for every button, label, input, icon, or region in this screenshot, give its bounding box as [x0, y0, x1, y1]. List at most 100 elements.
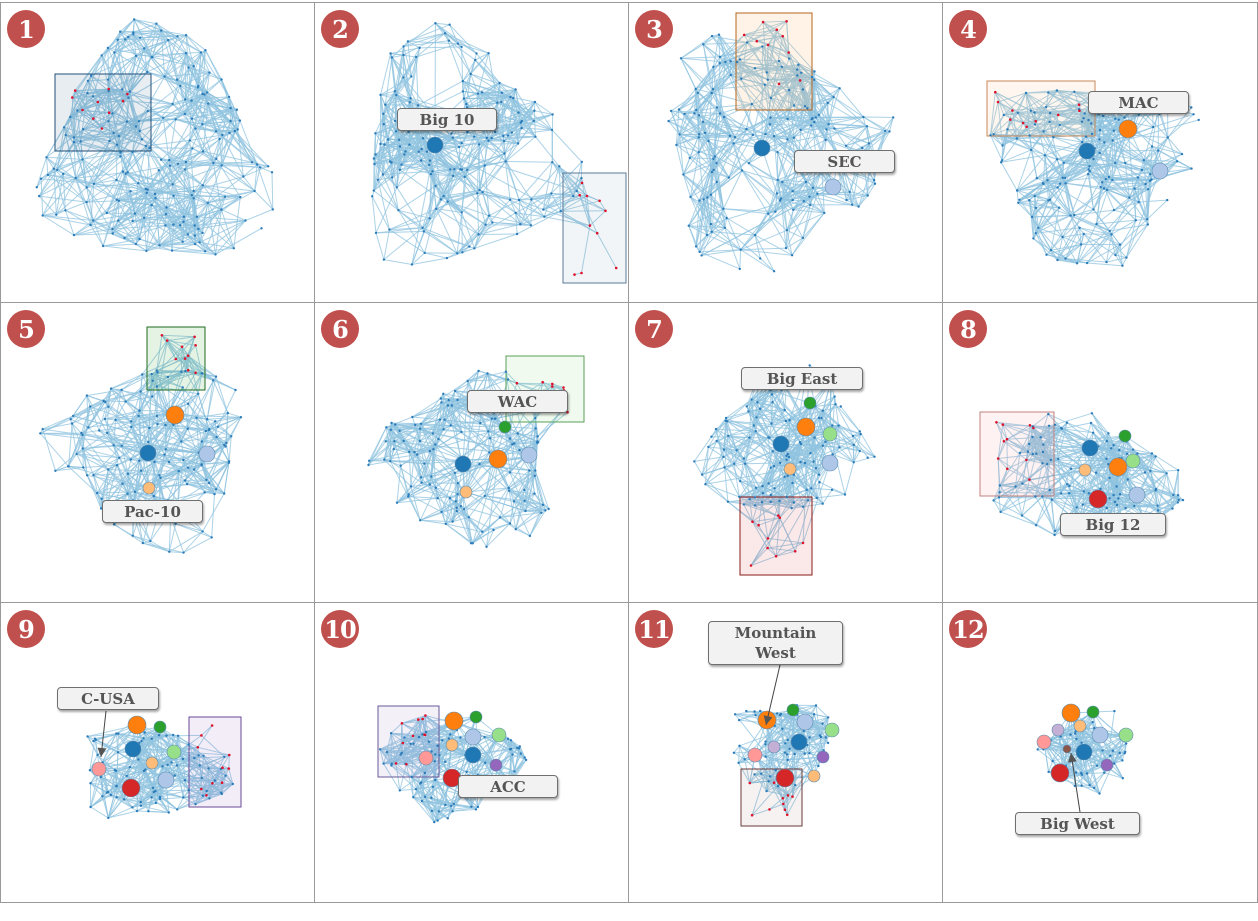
graph-edge — [491, 136, 536, 139]
graph-edge — [136, 52, 187, 57]
graph-edge — [1035, 207, 1063, 238]
graph-node — [790, 254, 794, 257]
graph-node — [41, 214, 44, 217]
graph-edge — [204, 220, 246, 252]
conference-label-callout: Big 10 — [397, 108, 497, 131]
graph-edge — [169, 165, 174, 185]
conference-supernode[interactable] — [824, 178, 842, 196]
graph-node — [551, 161, 554, 164]
graph-edge — [47, 174, 94, 185]
graph-node — [214, 253, 217, 256]
graph-node — [702, 198, 705, 201]
graph-node — [999, 161, 1003, 164]
graph-edge — [113, 110, 148, 134]
graph-node — [1034, 206, 1037, 210]
graph-edge — [1035, 215, 1071, 234]
conference-supernode[interactable] — [753, 139, 771, 157]
graph-edge — [391, 137, 424, 178]
graph-node — [101, 244, 105, 248]
graph-node — [813, 70, 816, 73]
graph-node — [713, 155, 717, 158]
graph-edge — [1138, 113, 1160, 116]
graph-edge — [117, 220, 140, 240]
graph-edge — [788, 89, 820, 116]
graph-node — [530, 198, 533, 201]
graph-node — [857, 205, 860, 208]
graph-edge — [778, 58, 790, 85]
graph-node — [1085, 261, 1089, 265]
graph-edge — [179, 52, 202, 87]
graph-edge — [1035, 232, 1058, 261]
graph-edge — [380, 53, 392, 96]
graph-edge — [156, 23, 187, 54]
graph-edge — [1057, 128, 1129, 261]
graph-edge — [754, 234, 761, 259]
graph-edge — [867, 183, 876, 196]
graph-edge — [254, 190, 274, 210]
graph-edge — [132, 34, 148, 73]
graph-edge — [1053, 104, 1080, 138]
graph-edge — [777, 179, 794, 201]
graph-node — [229, 106, 232, 110]
graph-edge — [710, 223, 742, 251]
graph-node — [408, 143, 411, 146]
graph-edge — [398, 209, 423, 229]
conference-supernode[interactable] — [1151, 162, 1169, 180]
graph-edge — [132, 151, 170, 161]
graph-edge — [159, 216, 198, 246]
graph-edge — [818, 96, 834, 116]
graph-edge — [435, 208, 458, 254]
highlighted-node — [121, 99, 125, 103]
graph-node — [700, 254, 703, 257]
graph-edge — [543, 209, 591, 227]
graph-node — [1125, 256, 1128, 259]
graph-edge — [371, 179, 379, 197]
conference-supernode[interactable] — [426, 136, 444, 154]
graph-edge — [1074, 208, 1094, 216]
conference-supernode[interactable] — [1118, 119, 1138, 139]
graph-edge — [207, 202, 235, 249]
graph-edge — [407, 40, 420, 49]
graph-edge — [689, 134, 700, 159]
graph-node — [1140, 168, 1144, 172]
graph-edge — [767, 35, 783, 46]
graph-edge — [200, 52, 230, 98]
graph-edge — [733, 117, 771, 144]
graph-edge — [791, 212, 825, 256]
graph-edge — [107, 39, 126, 80]
graph-edge — [141, 103, 173, 140]
graph-edge — [1047, 179, 1071, 216]
graph-edge — [995, 91, 1032, 112]
graph-edge — [387, 139, 406, 152]
graph-node — [1043, 154, 1047, 157]
graph-edge — [147, 85, 181, 112]
graph-node — [689, 195, 692, 199]
graph-edge — [141, 340, 168, 375]
graph-node — [402, 45, 405, 48]
graph-edge — [462, 247, 475, 253]
graph-node — [1137, 113, 1141, 116]
conference-supernode[interactable] — [1078, 142, 1096, 160]
graph-edge — [93, 474, 102, 509]
graph-edge — [1070, 215, 1112, 235]
graph-edge — [191, 162, 214, 196]
graph-node — [768, 123, 772, 126]
graph-edge — [724, 227, 741, 270]
graph-node — [419, 159, 423, 162]
graph-edge — [383, 259, 412, 265]
graph-edge — [373, 176, 393, 192]
graph-node — [1121, 264, 1124, 267]
graph-node — [400, 163, 403, 166]
graph-edge — [86, 187, 114, 234]
graph-node — [765, 71, 768, 74]
graph-node — [228, 131, 231, 135]
graph-edge — [719, 62, 768, 81]
graph-edge — [168, 118, 193, 161]
graph-edge — [788, 58, 815, 72]
graph-node — [791, 190, 794, 193]
highlighted-node — [588, 224, 592, 227]
graph-node — [204, 49, 207, 52]
graph-edge — [1016, 182, 1044, 191]
graph-edge — [761, 36, 784, 149]
graph-edge — [1037, 207, 1060, 229]
